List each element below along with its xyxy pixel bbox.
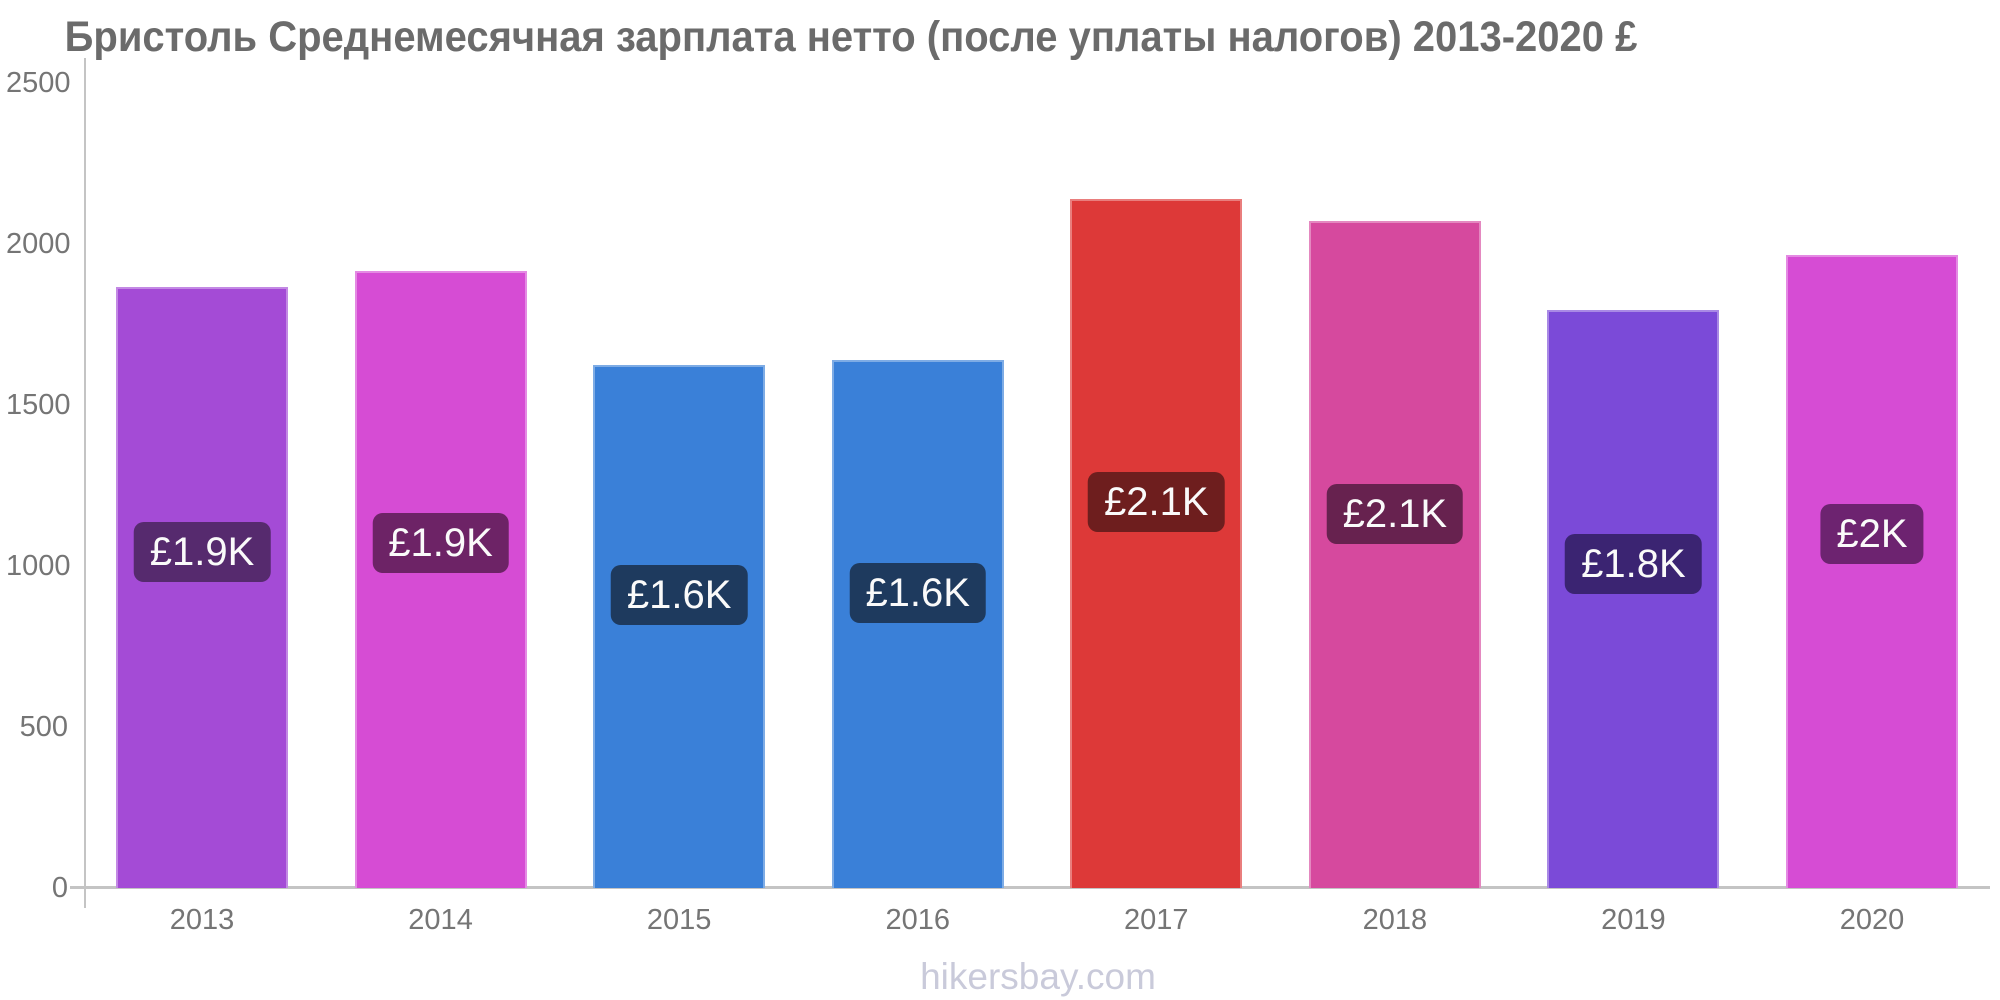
bar-value-badge: £1.9K (372, 512, 509, 573)
bar-2018[interactable]: £2.1K (1308, 221, 1481, 888)
bar-2019[interactable]: £1.8K (1547, 310, 1720, 888)
bar-2015[interactable]: £1.6K (593, 364, 766, 888)
bar-value-badge: £1.8K (1565, 534, 1702, 595)
x-axis-label-2017: 2017 (1124, 904, 1189, 936)
x-axis-label-2020: 2020 (1839, 904, 1905, 936)
y-axis-tick-label: 2500 (6, 67, 71, 99)
x-axis-line (70, 886, 1990, 889)
y-axis-tick-label: 1500 (6, 389, 71, 421)
x-axis-label-2013: 2013 (169, 904, 235, 936)
bar-value-badge: £2.1K (1326, 484, 1464, 545)
y-axis-tick-label: 0 (51, 872, 68, 904)
bar-value-badge: £1.6K (610, 565, 748, 626)
x-axis-label-2016: 2016 (885, 904, 950, 936)
y-axis-line (84, 58, 86, 908)
x-axis-label-2015: 2015 (646, 904, 712, 936)
y-axis-tick-label: 1000 (6, 550, 71, 582)
y-axis-tick-label: 500 (19, 711, 68, 743)
chart-title: Бристоль Среднемесячная зарплата нетто (… (64, 13, 1638, 61)
y-axis-tick-label: 2000 (6, 228, 71, 260)
bar-2013[interactable]: £1.9K (116, 287, 288, 888)
bar-value-badge: £1.9K (133, 521, 271, 582)
bar-2020[interactable]: £2K (1785, 255, 1958, 888)
bar-2014[interactable]: £1.9K (354, 271, 527, 888)
x-axis-label-2014: 2014 (408, 904, 473, 936)
bar-2017[interactable]: £2.1K (1070, 198, 1243, 888)
x-axis-label-2019: 2019 (1601, 904, 1666, 936)
watermark: hikersbay.com (920, 956, 1156, 997)
bar-value-badge: £2.1K (1088, 471, 1225, 532)
x-axis-label-2018: 2018 (1362, 904, 1428, 936)
bar-value-badge: £2K (1820, 503, 1924, 564)
bar-2016[interactable]: £1.6K (831, 359, 1004, 888)
bar-value-badge: £1.6K (849, 562, 986, 623)
